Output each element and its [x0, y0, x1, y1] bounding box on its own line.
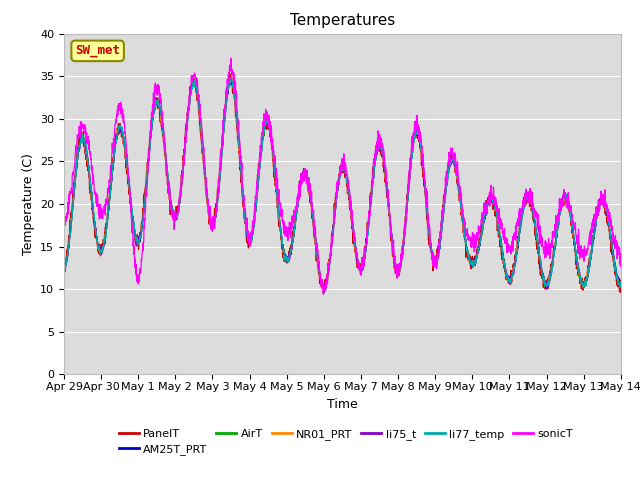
Text: SW_met: SW_met [75, 44, 120, 58]
Title: Temperatures: Temperatures [290, 13, 395, 28]
X-axis label: Time: Time [327, 397, 358, 410]
Y-axis label: Temperature (C): Temperature (C) [22, 153, 35, 255]
Legend: PanelT, AM25T_PRT, AirT, NR01_PRT, li75_t, li77_temp, sonicT: PanelT, AM25T_PRT, AirT, NR01_PRT, li75_… [114, 424, 578, 460]
